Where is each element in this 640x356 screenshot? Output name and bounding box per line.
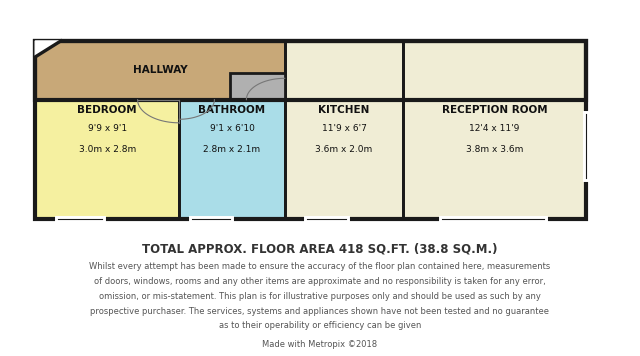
Text: 11'9 x 6'7: 11'9 x 6'7 <box>321 124 367 133</box>
Bar <box>179 41 285 219</box>
Text: 3.6m x 2.0m: 3.6m x 2.0m <box>316 145 372 154</box>
Bar <box>230 73 285 100</box>
Bar <box>285 41 403 219</box>
Text: BATHROOM: BATHROOM <box>198 105 266 115</box>
Text: 9'1 x 6'10: 9'1 x 6'10 <box>209 124 255 133</box>
Bar <box>35 41 179 219</box>
Text: RECEPTION ROOM: RECEPTION ROOM <box>442 105 547 115</box>
Text: 12'4 x 11'9: 12'4 x 11'9 <box>469 124 520 133</box>
Text: 9'9 x 9'1: 9'9 x 9'1 <box>88 124 127 133</box>
Text: prospective purchaser. The services, systems and appliances shown have not been : prospective purchaser. The services, sys… <box>90 307 550 315</box>
Text: TOTAL APPROX. FLOOR AREA 418 SQ.FT. (38.8 SQ.M.): TOTAL APPROX. FLOOR AREA 418 SQ.FT. (38.… <box>142 242 498 255</box>
Text: 3.0m x 2.8m: 3.0m x 2.8m <box>79 145 136 154</box>
Text: omission, or mis-statement. This plan is for illustrative purposes only and shou: omission, or mis-statement. This plan is… <box>99 292 541 300</box>
Bar <box>285 41 586 100</box>
Text: 3.8m x 3.6m: 3.8m x 3.6m <box>466 145 523 154</box>
Text: KITCHEN: KITCHEN <box>318 105 370 115</box>
Bar <box>35 41 586 219</box>
Text: Whilst every attempt has been made to ensure the accuracy of the floor plan cont: Whilst every attempt has been made to en… <box>90 262 550 271</box>
Polygon shape <box>35 41 61 57</box>
Text: HALLWAY: HALLWAY <box>132 65 188 75</box>
Bar <box>403 41 586 219</box>
Bar <box>35 41 285 100</box>
Text: BEDROOM: BEDROOM <box>77 105 137 115</box>
Text: 2.8m x 2.1m: 2.8m x 2.1m <box>204 145 260 154</box>
Text: of doors, windows, rooms and any other items are approximate and no responsibili: of doors, windows, rooms and any other i… <box>94 277 546 286</box>
Bar <box>35 41 586 100</box>
Text: as to their operability or efficiency can be given: as to their operability or efficiency ca… <box>219 321 421 330</box>
Text: Made with Metropix ©2018: Made with Metropix ©2018 <box>262 340 378 349</box>
